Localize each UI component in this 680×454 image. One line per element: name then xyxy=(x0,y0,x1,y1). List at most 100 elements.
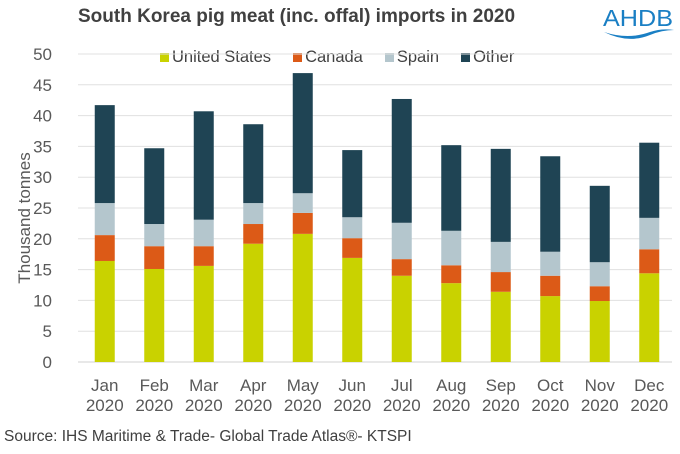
bar-other xyxy=(441,145,462,231)
bar-canada xyxy=(391,259,412,276)
x-tick-label-month: Feb xyxy=(140,376,169,395)
bar-canada xyxy=(441,265,462,284)
x-tick-label-month: Dec xyxy=(634,376,665,395)
bar-spain xyxy=(589,262,610,287)
y-tick-label: 15 xyxy=(33,261,52,280)
x-tick-label-year: 2020 xyxy=(135,396,173,415)
x-tick-label-month: Aug xyxy=(436,376,466,395)
bar-canada xyxy=(540,275,561,297)
bar-other xyxy=(94,105,115,204)
bar-other xyxy=(144,148,165,225)
bar-other xyxy=(243,124,264,204)
source-note: Source: IHS Maritime & Trade- Global Tra… xyxy=(4,428,412,445)
bar-united-states xyxy=(589,301,610,362)
x-tick-label-year: 2020 xyxy=(482,396,520,415)
y-tick-label: 20 xyxy=(33,230,52,249)
x-tick-label-month: Mar xyxy=(189,376,219,395)
x-tick-label-year: 2020 xyxy=(630,396,668,415)
y-tick-label: 50 xyxy=(33,45,52,64)
bar-canada xyxy=(243,224,264,244)
legend-item: Canada xyxy=(293,48,363,67)
legend-swatch xyxy=(160,53,169,62)
x-tick-label-month: Oct xyxy=(537,376,564,395)
chart-legend: United States Canada Spain Other xyxy=(160,48,536,67)
bar-canada xyxy=(342,238,363,258)
bar-other xyxy=(589,185,610,263)
y-tick-label: 5 xyxy=(43,322,52,341)
bar-spain xyxy=(243,203,264,225)
bar-spain xyxy=(639,217,660,250)
ahdb-logo: AHDB xyxy=(603,5,674,39)
bar-canada xyxy=(639,249,660,274)
bar-canada xyxy=(589,286,610,302)
y-tick-label: 25 xyxy=(33,199,52,218)
legend-label: Spain xyxy=(396,48,440,66)
bar-canada xyxy=(144,246,165,269)
bar-spain xyxy=(391,222,412,260)
x-tick-label-year: 2020 xyxy=(234,396,272,415)
x-tick-label-month: Jan xyxy=(91,376,118,395)
bar-canada xyxy=(193,246,214,266)
bar-united-states xyxy=(292,233,313,362)
legend-label: United States xyxy=(172,48,272,66)
chart-title: South Korea pig meat (inc. offal) import… xyxy=(78,6,516,27)
bar-spain xyxy=(342,217,363,239)
bar-united-states xyxy=(441,283,462,362)
bar-spain xyxy=(193,219,214,247)
x-tick-label-year: 2020 xyxy=(86,396,124,415)
legend-swatch xyxy=(384,53,394,62)
bar-other xyxy=(342,150,363,218)
legend-label: Other xyxy=(473,48,515,66)
legend-label: Canada xyxy=(305,48,363,66)
bar-united-states xyxy=(144,268,165,362)
x-tick-label-month: Apr xyxy=(240,376,267,395)
legend-swatch xyxy=(293,53,303,62)
bar-united-states xyxy=(490,291,511,362)
x-tick-label-year: 2020 xyxy=(383,396,421,415)
y-tick-label: 45 xyxy=(33,76,52,95)
bar-canada xyxy=(292,212,313,234)
bar-canada xyxy=(490,272,511,292)
legend-item: Other xyxy=(461,48,514,67)
bar-spain xyxy=(144,224,165,247)
bar-spain xyxy=(292,193,313,213)
x-tick-label-year: 2020 xyxy=(333,396,371,415)
y-axis-label: Thousand tonnes xyxy=(15,152,34,283)
bar-united-states xyxy=(540,296,561,362)
y-tick-label: 35 xyxy=(33,137,52,156)
x-tick-label-year: 2020 xyxy=(531,396,569,415)
bar-united-states xyxy=(639,273,660,362)
x-tick-label-month: Jun xyxy=(339,376,366,395)
x-tick-label-month: Sep xyxy=(486,376,516,395)
bar-spain xyxy=(94,203,115,236)
bar-united-states xyxy=(243,243,264,362)
x-tick-label-month: May xyxy=(287,376,320,395)
x-tick-label-month: Nov xyxy=(585,376,616,395)
y-tick-label: 30 xyxy=(33,168,52,187)
x-tick-label-year: 2020 xyxy=(581,396,619,415)
bar-spain xyxy=(490,241,511,273)
bar-united-states xyxy=(342,257,363,362)
bar-united-states xyxy=(391,275,412,362)
bar-other xyxy=(391,98,412,223)
x-tick-label-year: 2020 xyxy=(432,396,470,415)
x-tick-label-year: 2020 xyxy=(185,396,223,415)
svg-text:AHDB: AHDB xyxy=(603,5,673,31)
bar-canada xyxy=(94,235,115,261)
bar-united-states xyxy=(94,260,115,362)
bar-spain xyxy=(441,230,462,266)
bar-other xyxy=(540,156,561,252)
legend-swatch xyxy=(461,53,471,62)
bar-spain xyxy=(540,251,561,276)
y-tick-label: 10 xyxy=(33,291,52,310)
x-tick-label-month: Jul xyxy=(391,376,413,395)
y-tick-label: 0 xyxy=(43,353,52,372)
legend-item: Spain xyxy=(384,48,440,67)
legend-item: United States xyxy=(160,48,271,67)
bar-other xyxy=(292,73,313,194)
bar-united-states xyxy=(193,265,214,362)
y-tick-label: 40 xyxy=(33,107,52,126)
x-tick-label-year: 2020 xyxy=(284,396,322,415)
bar-other xyxy=(639,142,660,218)
